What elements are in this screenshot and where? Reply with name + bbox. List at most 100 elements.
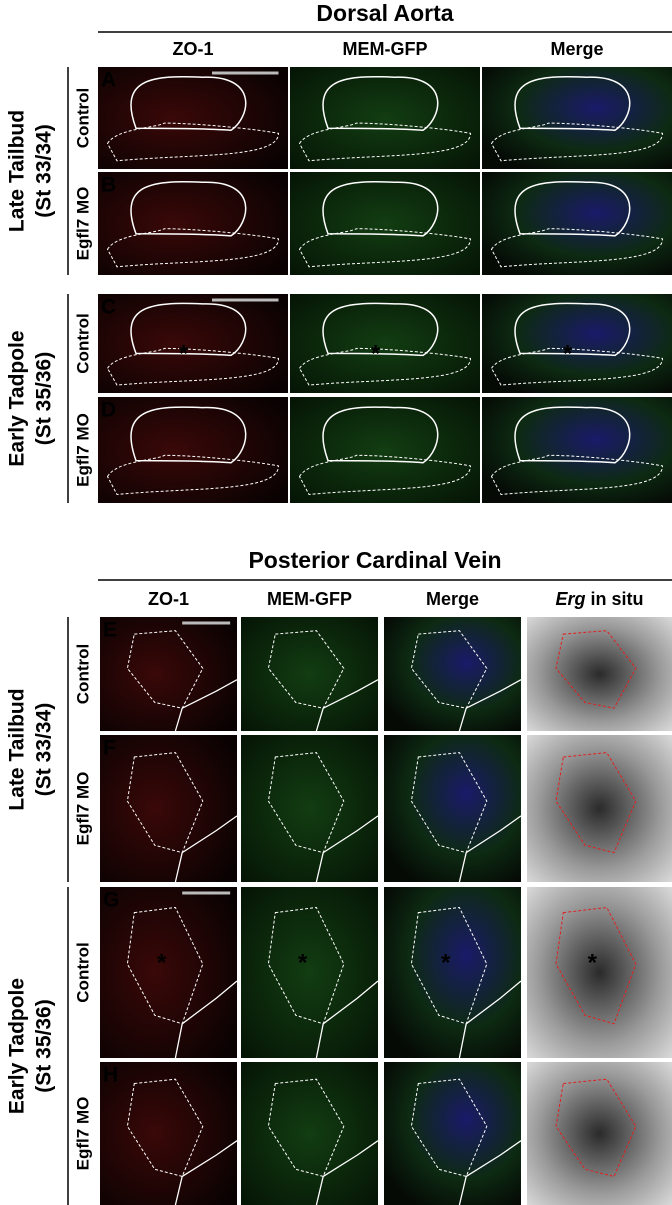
panel-letter: C xyxy=(101,296,116,319)
micrograph-panel xyxy=(98,172,288,275)
panel-letter: G xyxy=(103,889,119,912)
micrograph-panel xyxy=(482,294,672,393)
micrograph-panel xyxy=(290,397,480,503)
cell-outline xyxy=(106,122,280,162)
cell-outline xyxy=(267,1078,345,1177)
row-label: Egfl7 MO xyxy=(73,413,92,487)
row-label: Control xyxy=(73,313,92,373)
cell-outline xyxy=(555,1078,637,1177)
micrograph-panel xyxy=(98,397,288,503)
vessel-outline xyxy=(174,1140,238,1205)
vessel-outline xyxy=(174,679,238,732)
row-label: Control xyxy=(73,88,92,148)
cell-outline xyxy=(106,347,280,386)
micrograph-panel xyxy=(527,1062,672,1205)
micrograph-panel xyxy=(384,1062,521,1205)
micrograph-panel xyxy=(290,172,480,275)
vessel-outline xyxy=(514,75,631,131)
asterisk: * xyxy=(441,949,451,976)
vessel-outline xyxy=(514,302,631,357)
row-label: Control xyxy=(73,942,92,1002)
vessel-outline xyxy=(514,406,631,464)
row-label: Control xyxy=(73,644,92,704)
cell-outline xyxy=(555,630,637,709)
micrograph-panel xyxy=(100,1062,237,1205)
vessel-outline xyxy=(514,181,631,237)
column-header: ZO-1 xyxy=(148,589,189,609)
vessel-outline xyxy=(322,75,439,131)
column-header: Erg in situ xyxy=(555,589,643,609)
vessel-outline xyxy=(458,1140,522,1205)
column-header: MEM-GFP xyxy=(267,589,352,609)
micrograph-panel xyxy=(100,887,237,1058)
micrograph-panel xyxy=(100,735,237,882)
vessel-outline xyxy=(130,406,247,464)
row-label: Egfl7 MO xyxy=(73,1097,92,1171)
micrograph-panel xyxy=(384,887,521,1058)
asterisk: * xyxy=(298,949,308,976)
column-header: Merge xyxy=(550,39,603,59)
group-stage: (St 35/36) xyxy=(33,999,56,1092)
group-label: Early Tadpole xyxy=(6,978,29,1114)
vessel-outline xyxy=(174,980,238,1059)
micrograph-panel xyxy=(100,617,237,731)
micrograph-panel xyxy=(98,294,288,393)
cell-outline xyxy=(490,347,664,386)
vessel-outline xyxy=(458,980,522,1059)
micrograph-panel xyxy=(98,67,288,169)
micrograph-panel xyxy=(241,735,378,882)
column-header: Merge xyxy=(426,589,479,609)
group-label: Early Tadpole xyxy=(6,330,29,466)
vessel-outline xyxy=(322,302,439,357)
column-header: MEM-GFP xyxy=(343,39,428,59)
gene-name: Erg xyxy=(555,589,585,609)
group-label: Late Tailbud xyxy=(6,110,29,232)
cell-outline xyxy=(298,228,472,268)
asterisk: * xyxy=(563,341,573,368)
panel-letter: H xyxy=(103,1064,118,1087)
micrograph-panel xyxy=(241,617,378,731)
column-header: ZO-1 xyxy=(172,39,213,59)
vessel-outline xyxy=(130,75,247,131)
vessel-outline xyxy=(322,406,439,464)
cell-outline xyxy=(555,906,637,1025)
vessel-outline xyxy=(174,815,238,883)
vessel-outline xyxy=(458,815,522,883)
vessel-outline xyxy=(315,679,379,732)
micrograph-panel xyxy=(241,887,378,1058)
panel-letter: E xyxy=(103,619,117,642)
micrograph-panel xyxy=(482,397,672,503)
row-label: Egfl7 MO xyxy=(73,772,92,846)
micrograph-panel xyxy=(290,294,480,393)
panel-letter: D xyxy=(101,399,116,422)
asterisk: * xyxy=(371,341,381,368)
vessel-outline xyxy=(315,815,379,883)
vessel-outline xyxy=(315,1140,379,1205)
vessel-outline xyxy=(130,181,247,237)
section-title: Posterior Cardinal Vein xyxy=(248,547,501,573)
vessel-outline xyxy=(322,181,439,237)
cell-outline xyxy=(490,122,664,162)
group-stage: (St 35/36) xyxy=(33,352,56,445)
group-label: Late Tailbud xyxy=(6,688,29,810)
vessel-outline xyxy=(315,980,379,1059)
micrograph-panel xyxy=(384,735,521,882)
micrograph-panel xyxy=(290,67,480,169)
asterisk: * xyxy=(157,949,167,976)
row-label: Egfl7 MO xyxy=(73,187,92,261)
cell-outline xyxy=(298,122,472,162)
micrograph-panel xyxy=(482,67,672,169)
section-title: Dorsal Aorta xyxy=(316,0,453,26)
micrograph-panel xyxy=(527,887,672,1058)
panel-letter: B xyxy=(101,174,116,197)
cell-outline xyxy=(106,228,280,268)
cell-outline xyxy=(490,228,664,268)
micrograph-panel xyxy=(482,172,672,275)
asterisk: * xyxy=(179,341,189,368)
group-stage: (St 33/34) xyxy=(33,703,56,796)
micrograph-panel xyxy=(241,1062,378,1205)
asterisk: * xyxy=(588,949,598,976)
panel-letter: A xyxy=(101,69,116,92)
column-header-text: in situ xyxy=(591,589,644,609)
